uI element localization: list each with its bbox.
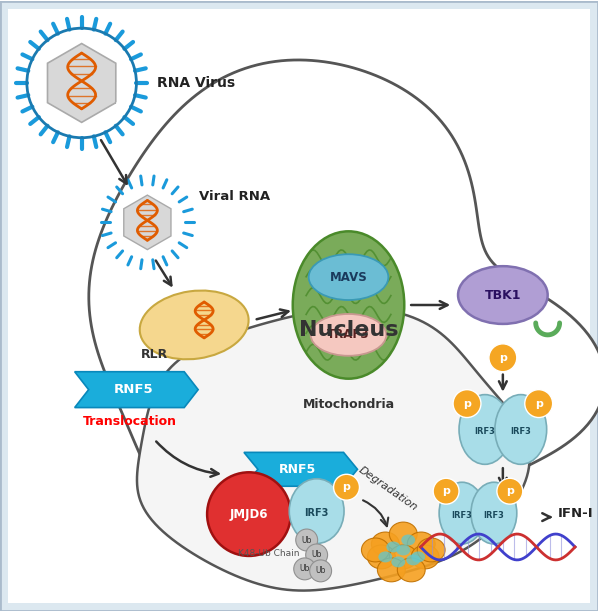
- Polygon shape: [89, 60, 601, 573]
- Text: p: p: [506, 486, 514, 496]
- Text: p: p: [343, 482, 350, 492]
- Ellipse shape: [379, 551, 392, 562]
- Ellipse shape: [391, 556, 405, 567]
- Text: IRF3: IRF3: [510, 427, 531, 436]
- Ellipse shape: [371, 532, 399, 556]
- Ellipse shape: [411, 545, 439, 569]
- Text: Ub: Ub: [316, 566, 326, 575]
- Polygon shape: [47, 43, 116, 122]
- Text: Mitochondria: Mitochondria: [302, 398, 395, 411]
- Circle shape: [294, 558, 316, 580]
- Text: RNA Virus: RNA Virus: [157, 76, 236, 90]
- Circle shape: [433, 478, 459, 504]
- Text: p: p: [499, 353, 507, 363]
- Ellipse shape: [361, 538, 389, 562]
- Text: p: p: [463, 398, 471, 409]
- Text: TBK1: TBK1: [484, 288, 521, 302]
- Ellipse shape: [459, 395, 511, 465]
- Text: p: p: [535, 398, 543, 409]
- Text: IRF3: IRF3: [305, 508, 329, 518]
- Polygon shape: [244, 452, 358, 486]
- Ellipse shape: [389, 545, 417, 569]
- Ellipse shape: [458, 266, 548, 324]
- Ellipse shape: [495, 395, 547, 465]
- Ellipse shape: [293, 231, 404, 379]
- Ellipse shape: [140, 291, 249, 359]
- Circle shape: [489, 344, 517, 371]
- Text: MAVS: MAVS: [329, 271, 367, 283]
- Ellipse shape: [396, 545, 410, 556]
- Ellipse shape: [289, 479, 344, 543]
- Text: IRF3: IRF3: [451, 510, 472, 520]
- Ellipse shape: [406, 554, 420, 565]
- Text: IRF3: IRF3: [483, 510, 504, 520]
- Circle shape: [453, 390, 481, 417]
- Ellipse shape: [311, 314, 386, 356]
- Text: p: p: [442, 486, 450, 496]
- Text: Viral RNA: Viral RNA: [199, 190, 270, 203]
- Circle shape: [306, 544, 328, 566]
- Text: Ub: Ub: [302, 536, 312, 545]
- Circle shape: [207, 472, 291, 556]
- Ellipse shape: [386, 542, 400, 553]
- Ellipse shape: [471, 482, 517, 544]
- Ellipse shape: [401, 534, 415, 545]
- Ellipse shape: [367, 545, 395, 569]
- Text: TRAF3: TRAF3: [328, 329, 370, 341]
- Polygon shape: [75, 371, 198, 408]
- Text: K48-Ub Chain: K48-Ub Chain: [238, 550, 300, 558]
- Ellipse shape: [397, 558, 425, 582]
- Ellipse shape: [389, 522, 417, 546]
- Text: IRF3: IRF3: [475, 427, 495, 436]
- Ellipse shape: [309, 254, 388, 300]
- Text: Degradation: Degradation: [357, 465, 419, 513]
- Text: Ub: Ub: [299, 564, 310, 573]
- Ellipse shape: [417, 538, 445, 562]
- Ellipse shape: [377, 558, 405, 582]
- Circle shape: [525, 390, 553, 417]
- Polygon shape: [137, 308, 529, 591]
- Ellipse shape: [439, 482, 485, 544]
- Text: RLR: RLR: [141, 348, 168, 361]
- Ellipse shape: [411, 551, 425, 562]
- Text: Nucleus: Nucleus: [299, 320, 398, 340]
- Text: JMJD6: JMJD6: [230, 507, 268, 521]
- Text: RNF5: RNF5: [279, 463, 316, 476]
- Text: Ub: Ub: [311, 550, 322, 559]
- Circle shape: [334, 474, 359, 500]
- Ellipse shape: [407, 532, 435, 556]
- Circle shape: [497, 478, 523, 504]
- Circle shape: [310, 560, 332, 582]
- Polygon shape: [124, 195, 171, 250]
- Text: IFN-I: IFN-I: [558, 507, 593, 520]
- Circle shape: [296, 529, 318, 551]
- Text: Translocation: Translocation: [82, 415, 177, 428]
- Text: RNF5: RNF5: [114, 383, 153, 396]
